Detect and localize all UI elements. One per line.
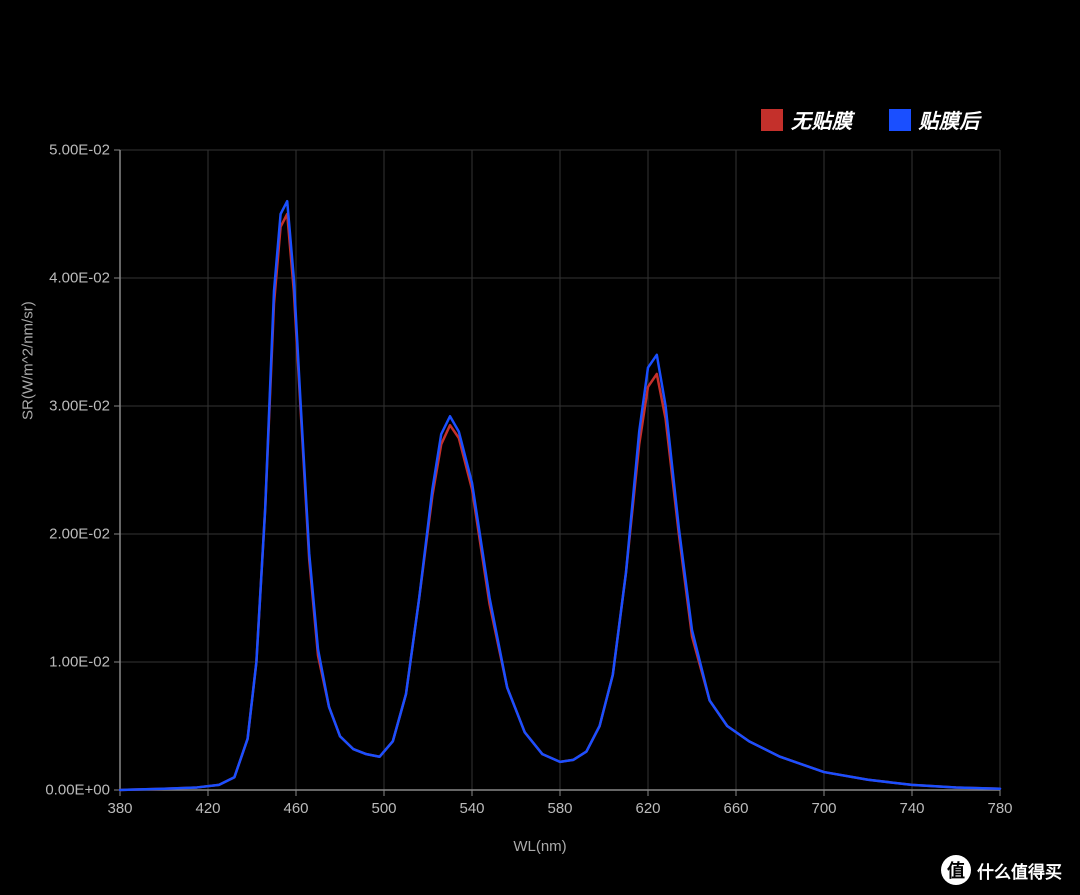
x-tick: 660 xyxy=(723,800,748,817)
legend-swatch-0 xyxy=(761,109,783,131)
x-tick: 500 xyxy=(371,800,396,817)
y-tick: 5.00E-02 xyxy=(30,142,110,159)
y-tick: 0.00E+00 xyxy=(30,782,110,799)
x-tick: 540 xyxy=(459,800,484,817)
y-tick: 2.00E-02 xyxy=(30,526,110,543)
legend-swatch-1 xyxy=(889,109,911,131)
x-axis-label: WL(nm) xyxy=(513,838,566,855)
legend: 无贴膜 贴膜后 xyxy=(761,105,980,134)
legend-label-0: 无贴膜 xyxy=(791,105,853,134)
watermark-text: 什么值得买 xyxy=(977,858,1062,883)
legend-item-1: 贴膜后 xyxy=(889,105,981,134)
spectral-chart xyxy=(0,0,1080,895)
x-tick: 780 xyxy=(987,800,1012,817)
x-tick: 700 xyxy=(811,800,836,817)
y-tick: 4.00E-02 xyxy=(30,270,110,287)
x-tick: 740 xyxy=(899,800,924,817)
watermark-badge-icon: 值 xyxy=(941,855,971,885)
y-tick: 3.00E-02 xyxy=(30,398,110,415)
y-tick: 1.00E-02 xyxy=(30,654,110,671)
legend-item-0: 无贴膜 xyxy=(761,105,853,134)
x-tick: 380 xyxy=(107,800,132,817)
watermark: 值 什么值得买 xyxy=(941,855,1062,885)
legend-label-1: 贴膜后 xyxy=(919,105,981,134)
x-tick: 460 xyxy=(283,800,308,817)
x-tick: 620 xyxy=(635,800,660,817)
x-tick: 420 xyxy=(195,800,220,817)
x-tick: 580 xyxy=(547,800,572,817)
